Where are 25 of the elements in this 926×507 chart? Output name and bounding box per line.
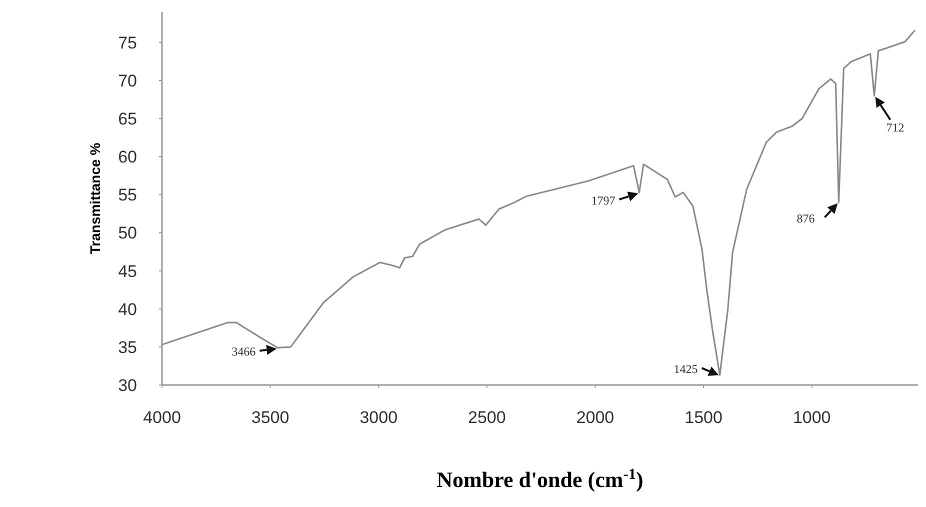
x-tick-label: 3000 [360,408,398,427]
y-tick-label: 65 [118,110,137,129]
y-tick-label: 55 [118,186,137,205]
x-tick-label: 3500 [251,408,290,427]
y-tick-label: 75 [118,33,137,52]
y-tick-label: 35 [118,338,137,357]
y-tick-label: 45 [118,262,137,281]
annotation: 3466 [232,344,256,359]
y-tick-label: 30 [118,376,137,395]
y-axis-title: Transmittance % [87,142,103,254]
annotation: 1425 [674,362,698,376]
x-tick-label: 2000 [576,408,614,427]
y-tick-label: 60 [118,148,137,167]
annotation: 712 [886,120,904,135]
x-tick-label: 2500 [468,408,506,427]
x-tick-label: 1500 [684,408,722,427]
y-tick-label: 40 [118,300,137,319]
annotation: 1797 [591,193,616,208]
x-tick-label: 4000 [143,408,181,427]
x-tick-label: 1000 [792,408,831,427]
y-tick-label: 50 [118,224,137,243]
line-series [161,29,916,376]
y-tick-label: 70 [118,71,137,90]
x-axis-title: Nombre d'onde (cm$^{-1}$) [436,466,644,492]
annotation: 876 [796,211,815,226]
